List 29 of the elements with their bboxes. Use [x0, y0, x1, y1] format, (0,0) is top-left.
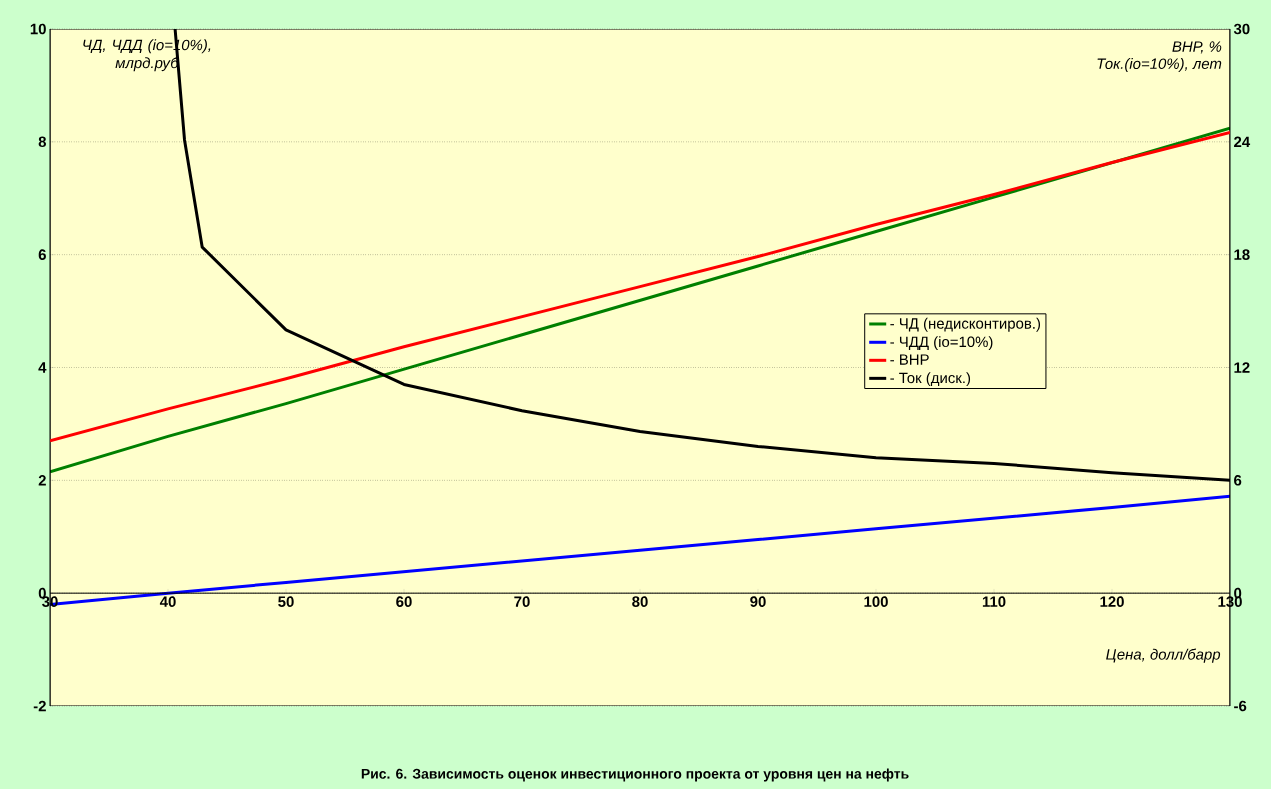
x-tick-label: 120 [1100, 596, 1124, 607]
y-tick-label: 4 [38, 362, 47, 373]
x-tick-label: 80 [632, 596, 648, 607]
y-tick-label: 10 [30, 23, 46, 35]
y2-tick-label: 24 [1234, 136, 1251, 148]
x-tick-label: 50 [278, 596, 294, 607]
x-tick-label: 110 [982, 596, 1006, 607]
legend-label: - Ток (диск.) [890, 372, 971, 387]
annotation: Ток.(io=10%), лет [1097, 58, 1222, 72]
text: Рис. 6. Зависимость оценок инвестиционного проекта от уровня цен на нефть [361, 768, 909, 782]
y2-tick-label: 6 [1234, 475, 1242, 486]
y2-tick-label: 12 [1234, 362, 1250, 373]
y2-tick-label: 30 [1233, 23, 1250, 35]
x-tick-label: 40 [159, 596, 176, 607]
y-tick-label: 8 [38, 136, 47, 148]
y-tick-label: -2 [33, 700, 46, 712]
x-tick-label: 70 [514, 596, 530, 607]
legend-label: - ЧД (недисконтиров.) [890, 317, 1041, 332]
x-tick-label: 60 [396, 596, 412, 607]
y-tick-label: 2 [38, 475, 46, 486]
legend-label: - ЧДД (io=10%) [890, 336, 993, 351]
y2-tick-label: -6 [1234, 700, 1247, 712]
y2-axis-title: ВНР, % [1172, 41, 1222, 54]
legend-label: - ВНР [890, 354, 929, 365]
x-axis-title: Цена, долл/барр [1106, 648, 1221, 663]
y2-tick-label: 18 [1234, 249, 1250, 260]
x-tick-label: 90 [750, 596, 766, 607]
x-tick-label: 100 [864, 596, 888, 607]
y-tick-label: 6 [38, 249, 46, 260]
